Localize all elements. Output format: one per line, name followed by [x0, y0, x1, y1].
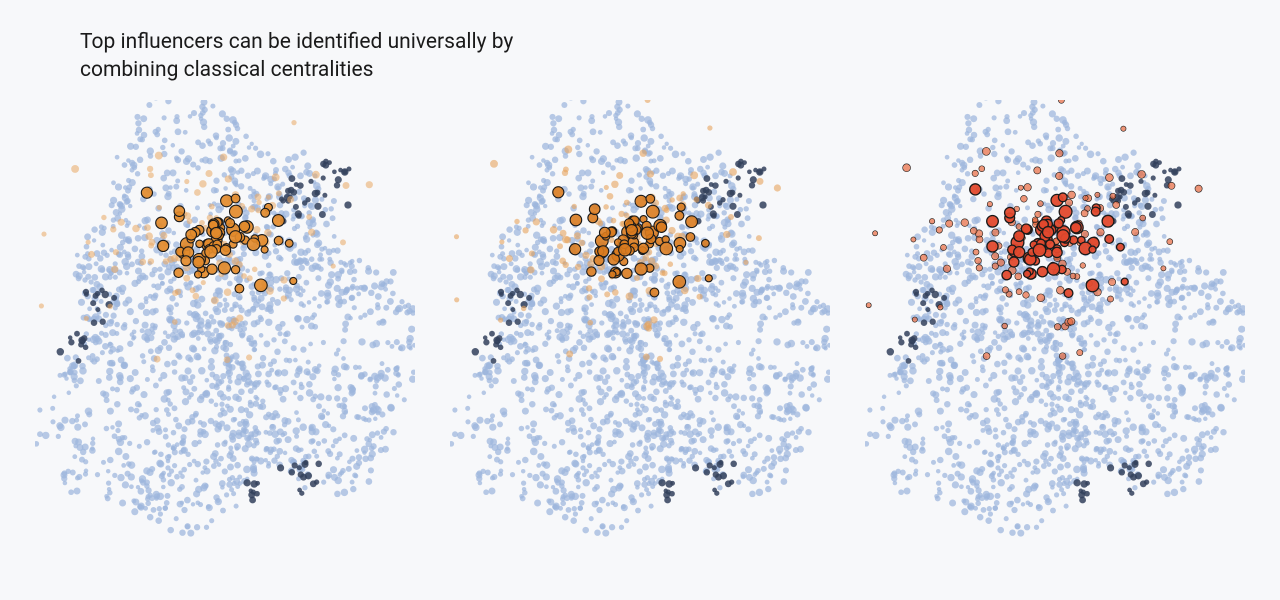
background-points	[450, 100, 830, 537]
scatter-panel-c	[865, 100, 1245, 580]
background-points	[865, 100, 1245, 537]
scatter-cloud	[450, 100, 830, 580]
scatter-cloud	[865, 100, 1245, 580]
background-points	[35, 100, 415, 537]
figure-root: Top influencers can be identified univer…	[0, 0, 1280, 600]
scatter-panel-a	[35, 100, 415, 580]
scatter-cloud	[35, 100, 415, 580]
scatter-panel-b	[450, 100, 830, 580]
figure-title: Top influencers can be identified univer…	[80, 28, 513, 85]
